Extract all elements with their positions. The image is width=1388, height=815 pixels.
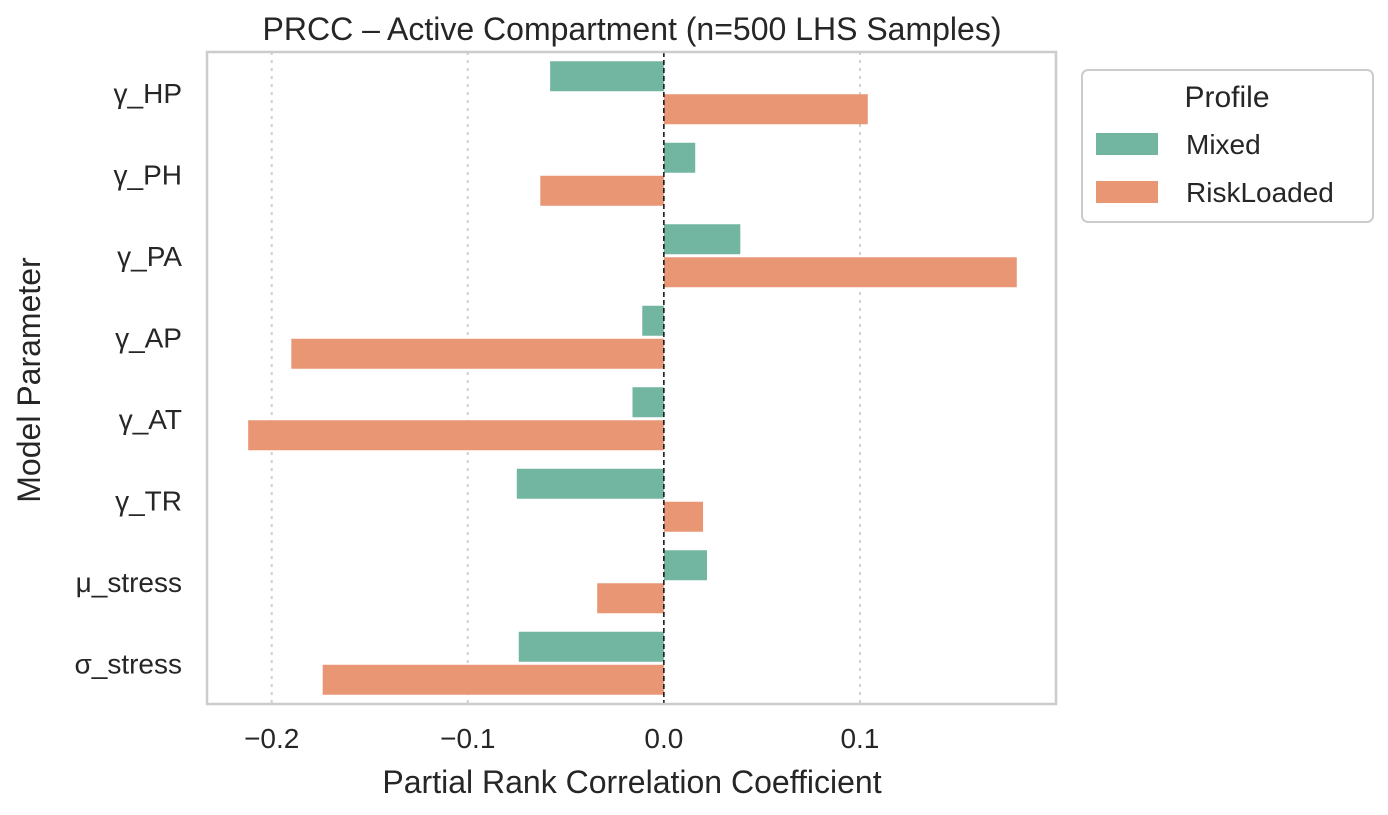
legend-swatch-mixed <box>1096 133 1158 155</box>
legend-entries: Mixed RiskLoaded <box>1096 129 1334 208</box>
bar-riskloaded-2 <box>663 257 1017 288</box>
bar-riskloaded-6 <box>597 583 664 614</box>
bar-mixed-6 <box>663 550 707 581</box>
bar-mixed-1 <box>663 142 696 173</box>
x-tick-label: −0.2 <box>244 723 299 754</box>
y-tick-label: γ_TR <box>115 485 182 516</box>
chart-title: PRCC – Active Compartment (n=500 LHS Sam… <box>263 11 1002 47</box>
x-axis-label: Partial Rank Correlation Coefficient <box>382 764 881 800</box>
legend: Profile Mixed RiskLoaded <box>1081 69 1374 223</box>
y-axis-label: Model Parameter <box>11 257 47 503</box>
y-tick-label: γ_AP <box>115 322 182 353</box>
legend-label-mixed: Mixed <box>1186 129 1261 160</box>
bar-layer <box>248 61 1017 695</box>
bar-mixed-7 <box>518 631 664 662</box>
y-tick-label: γ_AT <box>119 404 182 435</box>
bar-mixed-0 <box>550 61 664 92</box>
legend-title: Profile <box>1184 81 1269 114</box>
x-tick-labels: −0.2 −0.1 0.0 0.1 <box>244 723 879 754</box>
bar-riskloaded-3 <box>291 338 664 369</box>
y-tick-label: γ_HP <box>114 78 182 109</box>
y-tick-labels: γ_HP γ_PH γ_PA γ_AP γ_AT γ_TR μ_stress σ_stress <box>74 78 182 680</box>
y-tick-label: μ_stress <box>76 567 182 598</box>
bar-riskloaded-4 <box>248 420 664 451</box>
bar-mixed-5 <box>516 468 664 499</box>
y-tick-label: γ_PA <box>117 241 182 272</box>
bar-mixed-2 <box>663 224 741 255</box>
x-tick-label: 0.1 <box>840 723 879 754</box>
bar-riskloaded-7 <box>322 664 664 695</box>
bar-riskloaded-5 <box>663 501 704 532</box>
grid-layer <box>270 52 861 704</box>
plot-frame <box>205 50 1058 706</box>
y-tick-label: γ_PH <box>114 159 182 190</box>
bar-mixed-3 <box>642 305 664 336</box>
legend-label-riskloaded: RiskLoaded <box>1186 177 1334 208</box>
bar-riskloaded-0 <box>663 94 868 125</box>
legend-swatch-riskloaded <box>1096 181 1158 203</box>
bar-mixed-4 <box>632 387 664 418</box>
y-tick-label: σ_stress <box>74 648 182 679</box>
bar-riskloaded-1 <box>540 175 664 206</box>
x-tick-label: 0.0 <box>644 723 683 754</box>
x-tick-label: −0.1 <box>440 723 495 754</box>
